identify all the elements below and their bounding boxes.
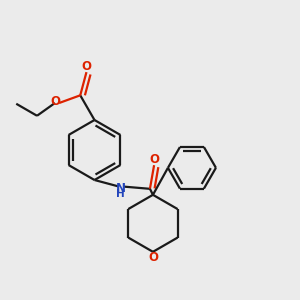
Text: O: O bbox=[148, 251, 158, 264]
Text: O: O bbox=[82, 60, 92, 73]
Text: N: N bbox=[116, 182, 126, 196]
Text: O: O bbox=[50, 95, 60, 108]
Text: O: O bbox=[149, 153, 159, 166]
Text: H: H bbox=[116, 189, 125, 200]
